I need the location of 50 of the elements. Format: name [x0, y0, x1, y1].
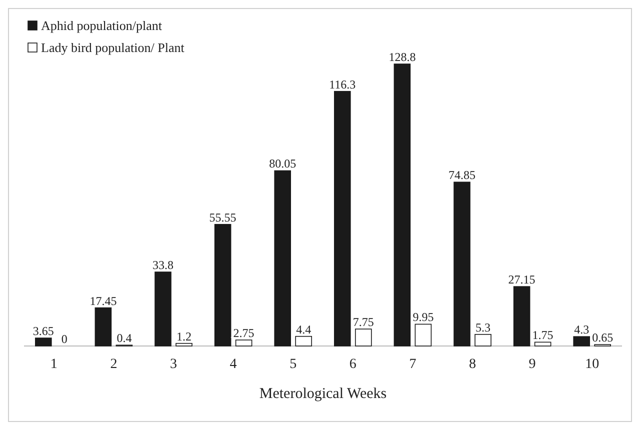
bar: [474, 334, 492, 346]
bar: [214, 224, 232, 346]
data-label: 4.4: [296, 322, 312, 336]
data-label: 9.95: [412, 310, 434, 324]
data-label: 0.65: [592, 330, 614, 345]
x-tick-label: 5: [290, 357, 297, 372]
x-tick-label: 3: [170, 357, 177, 372]
bar: [295, 336, 312, 346]
legend-label: Aphid population/plant: [41, 18, 162, 33]
bar: [176, 342, 192, 346]
bar: [94, 307, 112, 346]
data-label: 0.4: [116, 331, 132, 346]
data-label: 0: [61, 332, 68, 346]
bar: [454, 182, 470, 346]
bar: [355, 328, 372, 346]
bar: [35, 338, 52, 346]
x-tick-label: 9: [528, 357, 536, 372]
bar: [394, 64, 411, 346]
data-label: 17.45: [90, 294, 117, 308]
bar: [235, 340, 252, 346]
x-axis-title: Meterological Weeks: [259, 386, 387, 402]
data-label: 4.3: [574, 322, 590, 337]
bar: [274, 170, 291, 346]
bar: [534, 342, 552, 346]
data-label: 80.05: [269, 156, 296, 171]
x-tick-label: 2: [110, 357, 118, 372]
bar: [334, 90, 351, 346]
data-label: 7.75: [352, 315, 374, 330]
bar: [573, 336, 590, 346]
data-label: 33.8: [152, 258, 174, 272]
data-label: 27.15: [508, 272, 536, 287]
legend-label: Lady bird population/ Plant: [41, 40, 185, 55]
bar: [154, 272, 172, 346]
data-label: 1.75: [532, 328, 554, 342]
data-label: 5.3: [476, 320, 490, 334]
x-tick-label: 10: [585, 357, 600, 372]
data-label: 74.85: [448, 168, 476, 182]
x-tick-label: 1: [50, 357, 58, 372]
data-label: 2.75: [233, 326, 254, 340]
x-tick-label: 4: [230, 357, 237, 372]
x-tick-label: 6: [349, 357, 356, 372]
x-tick-label: 7: [409, 357, 416, 372]
data-label: 3.65: [32, 324, 54, 338]
data-label: 1.2: [176, 329, 192, 344]
x-tick-label: 8: [469, 357, 476, 372]
bar: [513, 286, 530, 346]
data-label: 116.3: [329, 77, 356, 92]
bar: [414, 324, 432, 346]
data-label: 55.55: [209, 210, 236, 224]
data-label: 128.8: [388, 50, 416, 64]
